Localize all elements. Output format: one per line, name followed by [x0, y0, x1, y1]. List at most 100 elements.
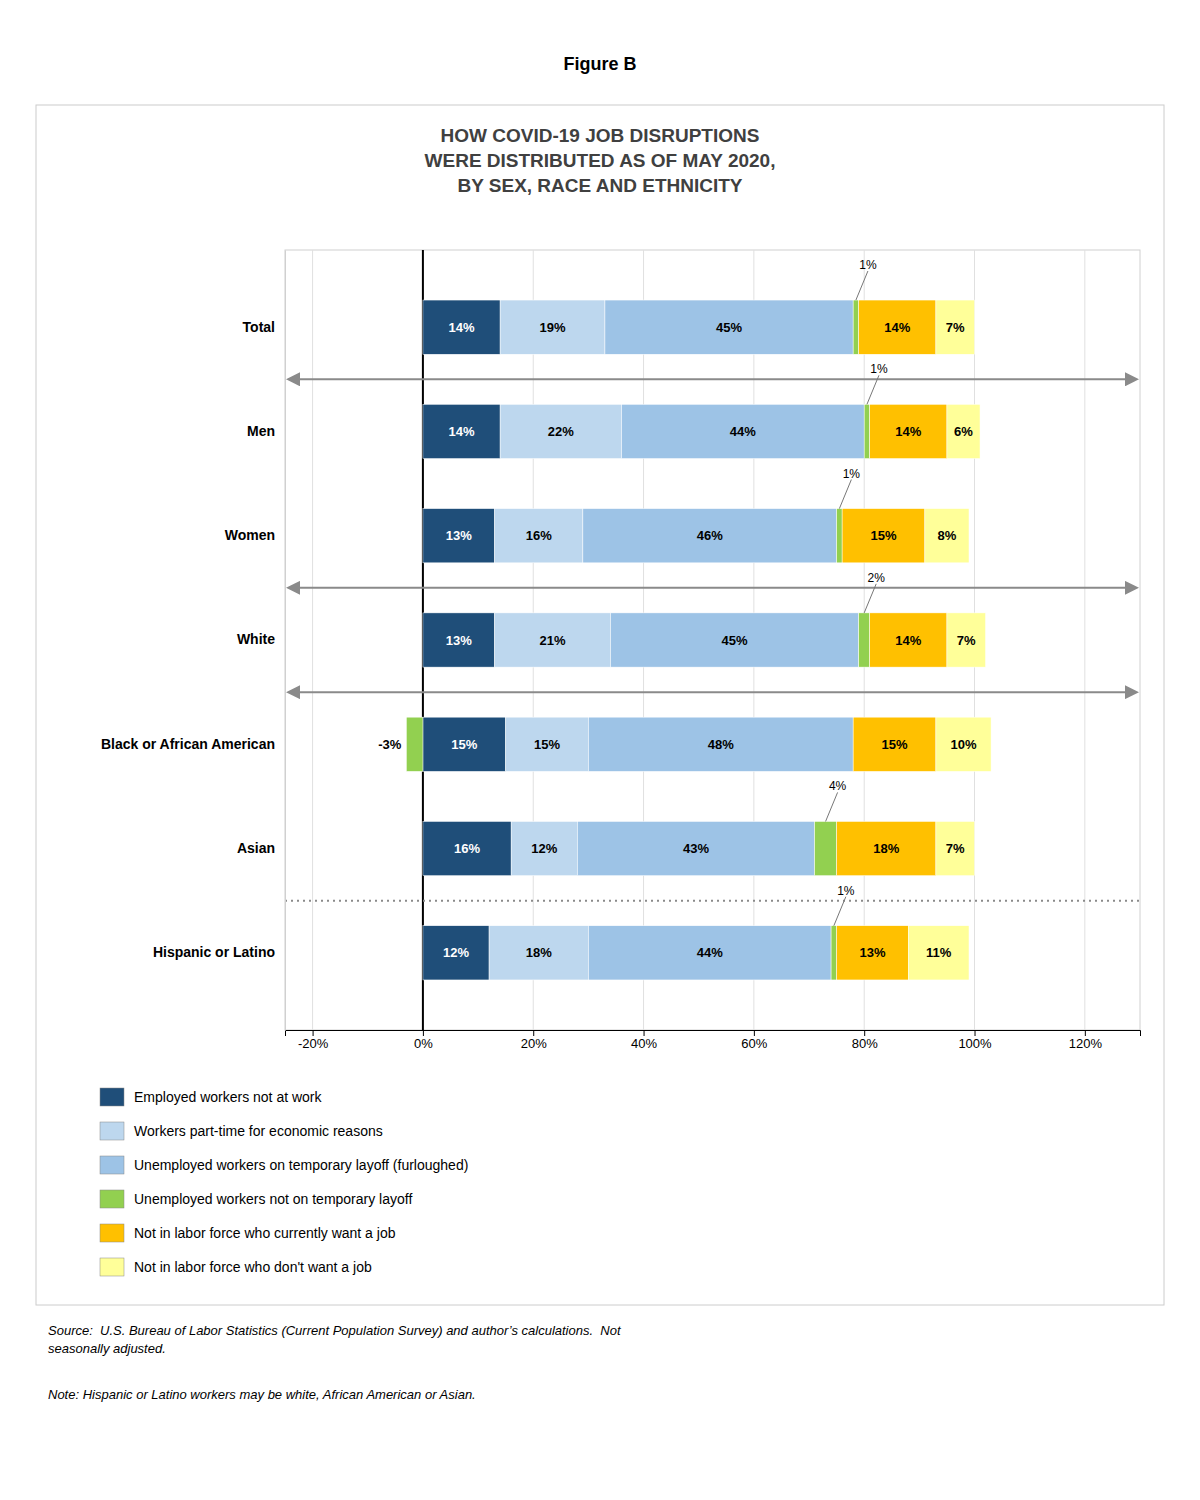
- bar: [423, 509, 495, 563]
- leader-line: [839, 480, 851, 509]
- y-tick: Asian: [237, 840, 275, 856]
- legend-item: Not in labor force who currently want a …: [100, 1224, 396, 1242]
- bar: [511, 821, 577, 875]
- x-tick-mark: [533, 1030, 534, 1036]
- bar: [495, 613, 611, 667]
- bar: [831, 926, 837, 980]
- data-label: 48%: [708, 737, 734, 752]
- chart-title-line: BY SEX, RACE AND ETHNICITY: [457, 175, 742, 196]
- data-label: 1%: [859, 258, 877, 272]
- bar: [908, 926, 969, 980]
- bar: [605, 300, 853, 354]
- figure-label: Figure B: [563, 54, 636, 74]
- separator-arrow: [293, 378, 1132, 380]
- footnote: Note: Hispanic or Latino workers may be …: [48, 1387, 476, 1402]
- x-tick: 40%: [631, 1030, 657, 1051]
- bar: [610, 613, 858, 667]
- bar: [936, 300, 975, 354]
- chart-frame: [36, 105, 1164, 1305]
- leader-line: [856, 271, 868, 300]
- bar: [423, 404, 500, 458]
- bar: [577, 821, 814, 875]
- data-label: 6%: [954, 424, 973, 439]
- bar: [583, 509, 837, 563]
- y-tick-label: Asian: [237, 840, 275, 856]
- legend-label: Unemployed workers on temporary layoff (…: [134, 1157, 468, 1173]
- y-tick: Men: [247, 423, 275, 439]
- data-label: 22%: [548, 424, 574, 439]
- data-label: 13%: [859, 945, 885, 960]
- x-tick-label: 40%: [631, 1036, 657, 1051]
- x-tick: 0%: [414, 1030, 433, 1051]
- legend-item: Unemployed workers not on temporary layo…: [100, 1190, 412, 1208]
- y-tick: White: [237, 631, 275, 647]
- data-label: 43%: [683, 841, 709, 856]
- data-label: 44%: [730, 424, 756, 439]
- x-tick-label: 80%: [852, 1036, 878, 1051]
- legend-label: Unemployed workers not on temporary layo…: [134, 1191, 412, 1207]
- data-label: 45%: [722, 633, 748, 648]
- legend-label: Not in labor force who don't want a job: [134, 1259, 372, 1275]
- bar: [859, 613, 870, 667]
- y-axis: TotalMenWomenWhiteBlack or African Ameri…: [101, 251, 286, 1031]
- x-tick-mark: [754, 1030, 755, 1036]
- bar: [936, 821, 975, 875]
- x-axis: -20% 0% 20% 40% 60% 80% 100% 120%: [286, 1030, 1141, 1051]
- data-label: 12%: [443, 945, 469, 960]
- separator-arrow: [293, 587, 1132, 589]
- x-tick: 100%: [958, 1030, 992, 1051]
- footnote-line: Source: U.S. Bureau of Labor Statistics …: [48, 1323, 622, 1338]
- bar: [925, 509, 969, 563]
- bar: [815, 821, 837, 875]
- y-tick: Hispanic or Latino: [153, 944, 275, 960]
- legend-swatch: [100, 1156, 124, 1174]
- series-bars: [406, 300, 869, 980]
- legend-label: Workers part-time for economic reasons: [134, 1123, 383, 1139]
- data-label: 11%: [926, 945, 952, 960]
- footnote: Source: U.S. Bureau of Labor Statistics …: [48, 1323, 622, 1356]
- bar: [423, 926, 489, 980]
- x-tick-label: 20%: [521, 1036, 547, 1051]
- data-label: 13%: [446, 528, 472, 543]
- series-bars: [489, 300, 621, 980]
- data-label: 46%: [697, 528, 723, 543]
- data-label: 18%: [526, 945, 552, 960]
- x-axis-line: [286, 1031, 1141, 1037]
- data-label: 15%: [534, 737, 560, 752]
- data-labels: 14%14%13%13%15%16%12%19%22%16%21%15%12%1…: [378, 258, 977, 960]
- data-label: 2%: [868, 571, 886, 585]
- legend-swatch: [100, 1088, 124, 1106]
- data-label: 14%: [449, 320, 475, 335]
- data-label: 8%: [938, 528, 957, 543]
- legend-swatch: [100, 1122, 124, 1140]
- bar: [870, 404, 947, 458]
- legend-item: Not in labor force who don't want a job: [100, 1258, 372, 1276]
- x-tick: 120%: [1069, 1030, 1103, 1051]
- footnote-line: Note: Hispanic or Latino workers may be …: [48, 1387, 476, 1402]
- separator-arrow: [293, 691, 1132, 693]
- data-label: 1%: [843, 467, 861, 481]
- data-label: 4%: [829, 779, 847, 793]
- plot-frame: [285, 250, 1140, 1030]
- data-label: 45%: [716, 320, 742, 335]
- legend-swatch: [100, 1224, 124, 1242]
- leader-line: [834, 897, 846, 926]
- data-label: 7%: [946, 320, 965, 335]
- bar: [853, 300, 859, 354]
- chart-title-line: WERE DISTRIBUTED AS OF MAY 2020,: [425, 150, 776, 171]
- data-label: 10%: [950, 737, 976, 752]
- chart-canvas: Figure BHOW COVID-19 JOB DISRUPTIONSWERE…: [0, 0, 1200, 1500]
- bar: [495, 509, 583, 563]
- leader-line: [867, 375, 879, 404]
- bar: [837, 509, 843, 563]
- x-tick: 80%: [852, 1030, 878, 1051]
- data-label: 14%: [895, 633, 921, 648]
- data-label: 44%: [697, 945, 723, 960]
- y-axis-line: [285, 251, 286, 1031]
- data-label: 19%: [540, 320, 566, 335]
- x-tick-label: -20%: [298, 1036, 329, 1051]
- x-tick: 60%: [741, 1030, 767, 1051]
- data-label: 1%: [870, 362, 888, 376]
- y-tick-label: Women: [225, 527, 275, 543]
- series-bars: [577, 300, 864, 980]
